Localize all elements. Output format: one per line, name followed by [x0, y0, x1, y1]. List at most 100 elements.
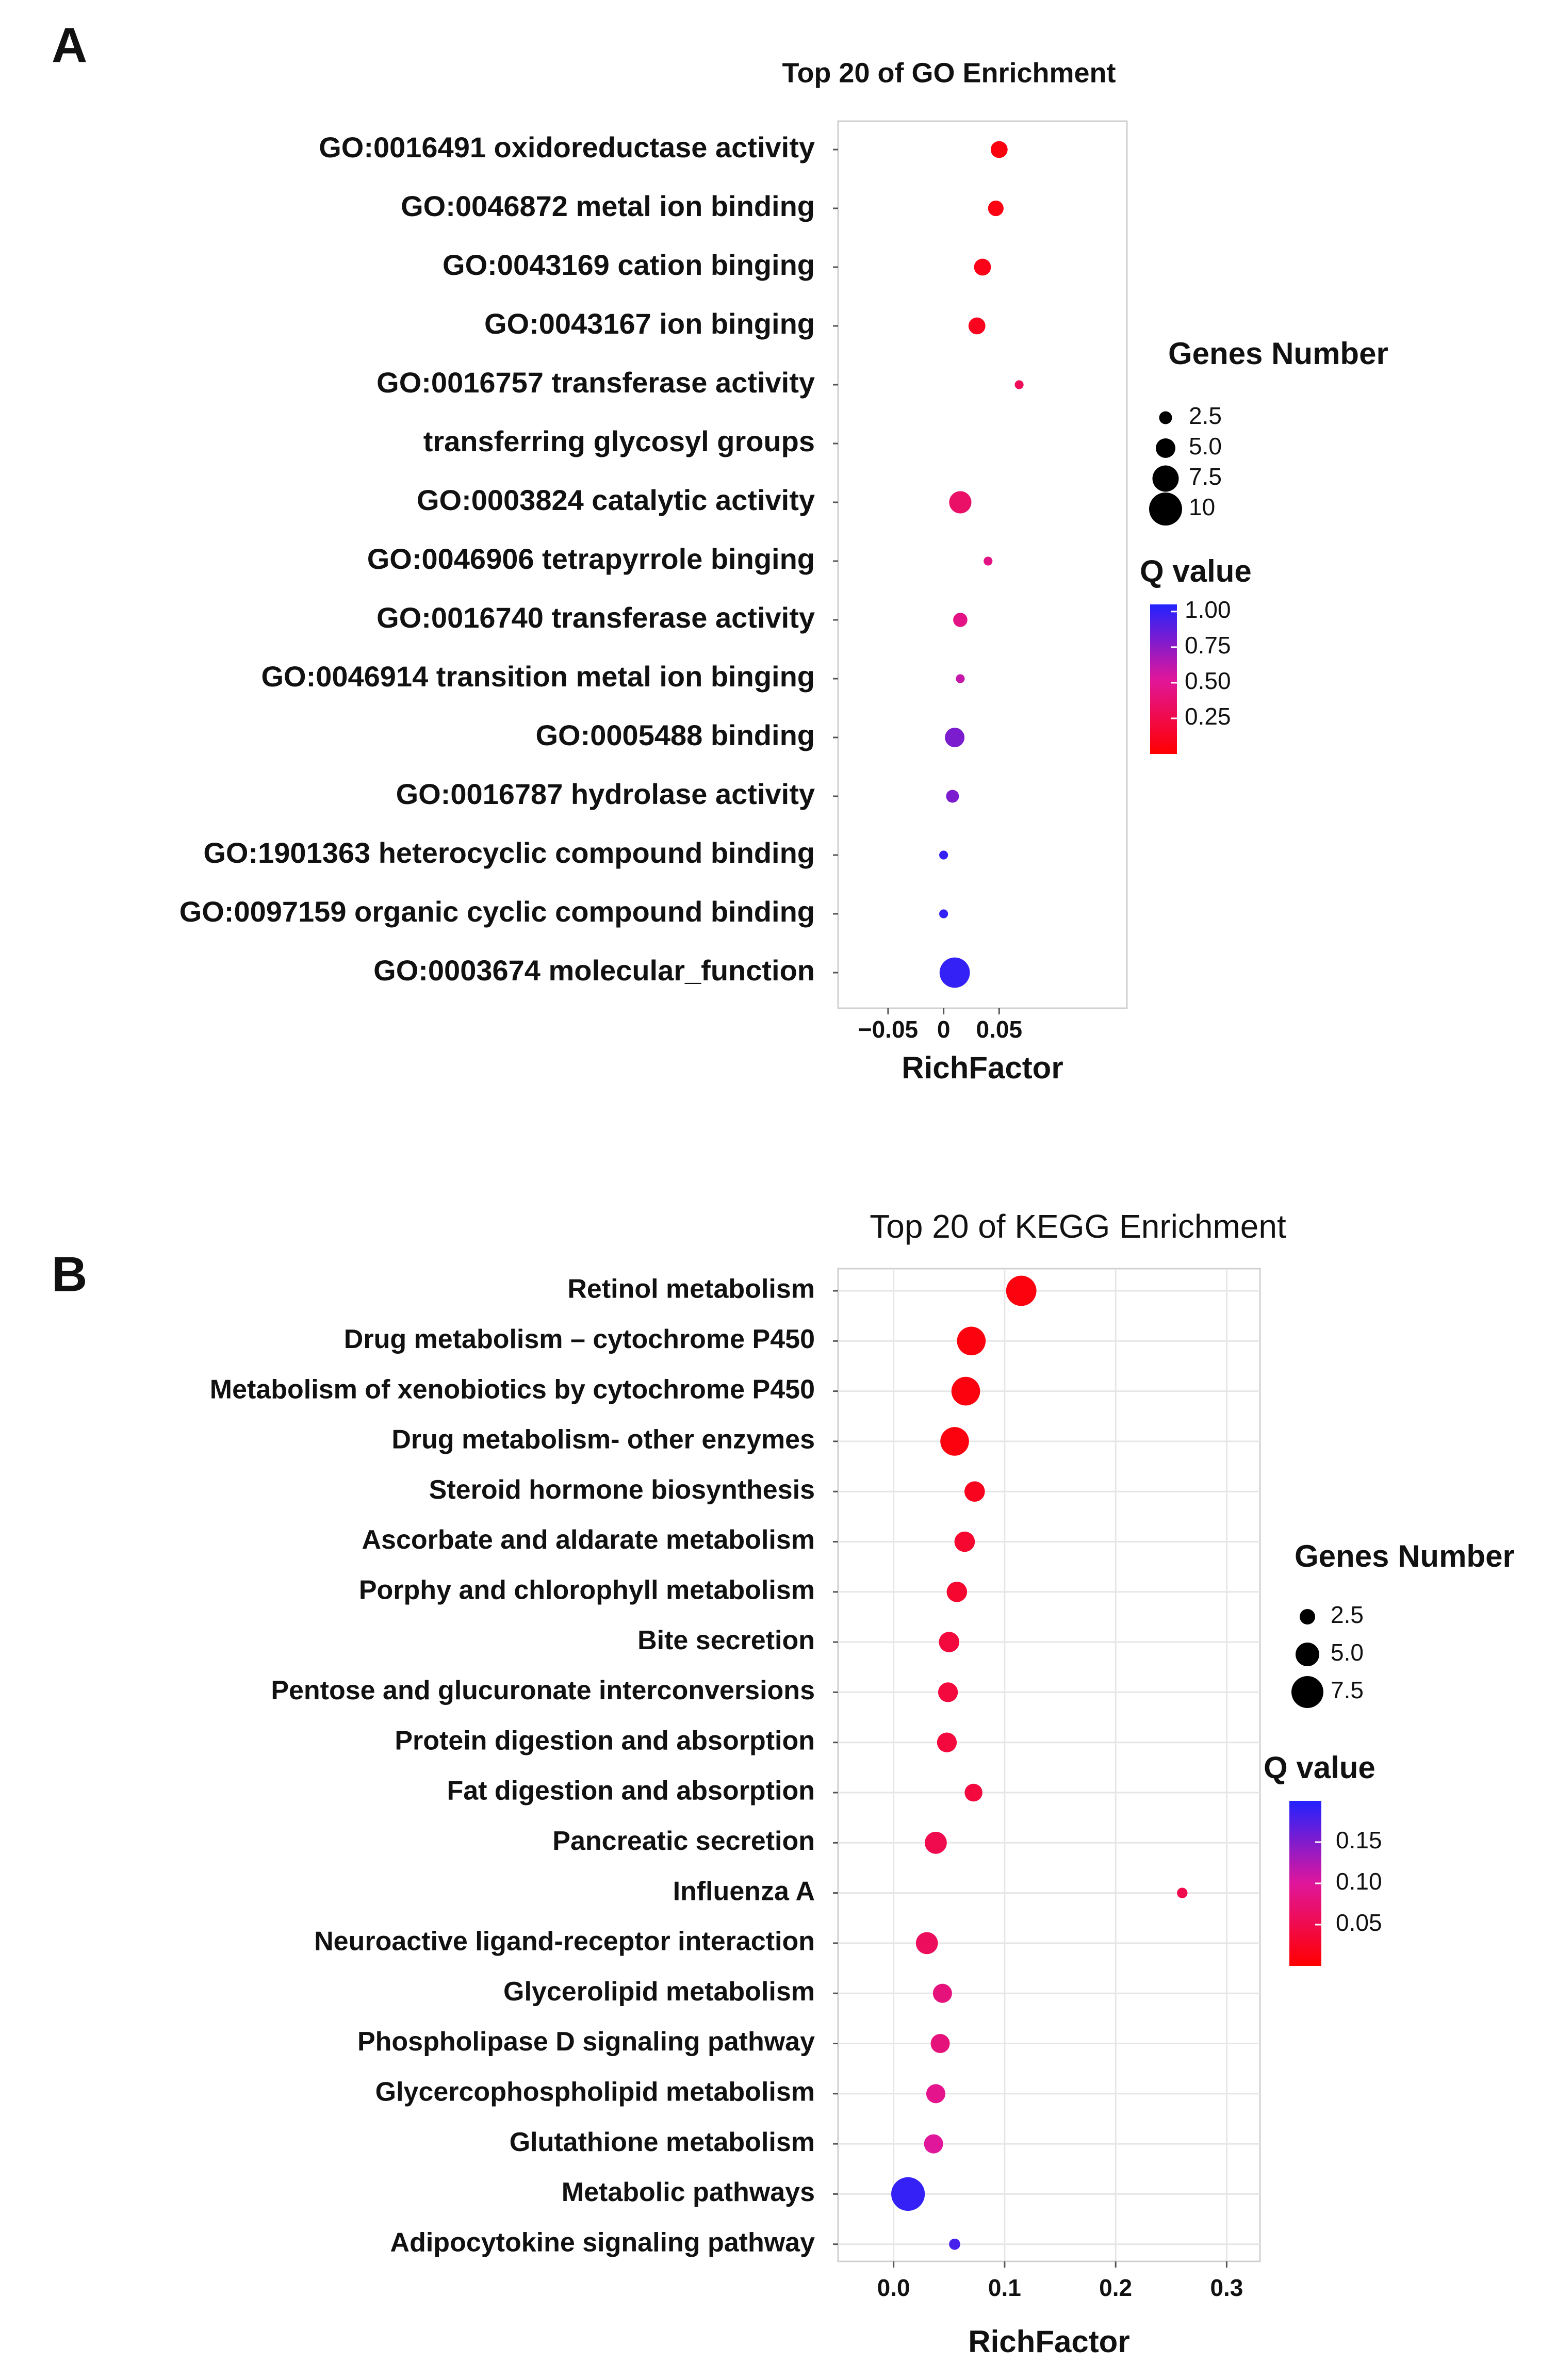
data-point	[949, 2238, 960, 2250]
size-legend-title: Genes Number	[1168, 336, 1388, 371]
data-point	[945, 728, 965, 747]
data-point	[957, 1326, 986, 1356]
data-point	[939, 909, 948, 918]
x-tick-label: −0.05	[858, 1016, 918, 1043]
color-legend-bar	[1150, 604, 1177, 754]
y-tick-label: Drug metabolism – cytochrome P450	[344, 1324, 815, 1354]
y-tick-label: GO:0003824 catalytic activity	[417, 484, 815, 516]
y-tick-label: Protein digestion and absorption	[395, 1726, 815, 1755]
chart-title: Top 20 of KEGG Enrichment	[870, 1208, 1286, 1245]
data-point	[974, 258, 991, 276]
data-point	[891, 2177, 925, 2211]
y-tick-label: GO:0097159 organic cyclic compound bindi…	[179, 895, 815, 928]
x-tick-label: 0.1	[988, 2274, 1021, 2301]
color-legend-label: 0.05	[1336, 1909, 1382, 1936]
y-tick-label: GO:0046914 transition metal ion binging	[261, 660, 815, 693]
data-point	[925, 1831, 947, 1854]
color-legend-label: 0.15	[1336, 1827, 1382, 1853]
y-tick-label: GO:0043167 ion binging	[484, 307, 815, 340]
y-tick-label: GO:0046872 metal ion binding	[401, 190, 815, 222]
size-legend-dot	[1149, 493, 1182, 526]
color-legend-label: 0.25	[1185, 703, 1231, 730]
x-tick-label: 0	[937, 1016, 951, 1043]
size-legend-label: 5.0	[1189, 433, 1222, 459]
x-axis-label: RichFactor	[902, 1051, 1063, 1085]
y-tick-label: GO:0003674 molecular_function	[373, 954, 815, 987]
data-point	[988, 200, 1004, 217]
data-point	[924, 2134, 943, 2154]
color-legend-title: Q value	[1140, 554, 1252, 588]
data-point	[984, 556, 993, 566]
size-legend-dot	[1296, 1643, 1319, 1666]
data-point	[939, 957, 970, 988]
data-point	[946, 790, 959, 803]
y-tick-label: GO:0016787 hydrolase activity	[396, 778, 815, 810]
data-point	[951, 1376, 980, 1406]
y-tick-label: GO:0016740 transferase activity	[376, 601, 815, 634]
y-tick-label: Phospholipase D signaling pathway	[357, 2027, 815, 2057]
data-point	[1014, 380, 1024, 389]
color-legend-label: 1.00	[1185, 596, 1231, 623]
y-tick-label: Pentose and glucuronate interconversions	[271, 1676, 815, 1705]
y-tick-label: Retinol metabolism	[567, 1274, 815, 1304]
data-point	[953, 613, 968, 627]
size-legend-title: Genes Number	[1295, 1539, 1515, 1573]
size-legend-label: 7.5	[1331, 1677, 1364, 1703]
y-tick-label: Influenza A	[673, 1876, 815, 1906]
y-tick-label: Glycercophospholipid metabolism	[375, 2077, 815, 2107]
y-tick-label: GO:0046906 tetrapyrrole binging	[367, 543, 815, 575]
data-point	[964, 1783, 982, 1802]
data-point	[932, 1983, 952, 2003]
color-legend-label: 0.10	[1336, 1868, 1382, 1895]
data-point	[949, 491, 972, 514]
y-tick-label: Porphy and chlorophyll metabolism	[359, 1575, 815, 1605]
y-tick-label: Glutathione metabolism	[510, 2127, 815, 2157]
data-point	[1006, 1275, 1037, 1306]
y-tick-label: GO:0016757 transferase activity	[376, 366, 815, 399]
y-tick-label: Fat digestion and absorption	[447, 1776, 815, 1806]
panel-letter: A	[52, 18, 87, 73]
size-legend-label: 2.5	[1331, 1601, 1364, 1628]
size-legend-label: 5.0	[1331, 1639, 1364, 1666]
data-point	[938, 1682, 958, 1702]
size-legend-label: 2.5	[1189, 402, 1222, 429]
size-legend-dot	[1156, 438, 1175, 458]
data-point	[940, 1427, 969, 1456]
data-point	[926, 2084, 945, 2104]
data-point	[1177, 1887, 1188, 1898]
y-tick-label: GO:0005488 binding	[536, 719, 815, 751]
data-point	[964, 1481, 985, 1502]
y-tick-label: Metabolic pathways	[562, 2177, 815, 2207]
data-point	[946, 1582, 968, 1602]
y-tick-label: Steroid hormone biosynthesis	[429, 1475, 815, 1505]
plot-area	[837, 1268, 1261, 2262]
data-point	[915, 1932, 938, 1955]
color-legend-label: 0.75	[1185, 632, 1231, 659]
size-legend-dot	[1300, 1609, 1315, 1624]
data-point	[968, 317, 986, 335]
size-legend-dot	[1291, 1676, 1323, 1708]
y-tick-label: Bite secretion	[637, 1626, 815, 1655]
y-tick-label: Adipocytokine signaling pathway	[390, 2227, 815, 2257]
color-legend-title: Q value	[1264, 1750, 1375, 1785]
plot-area	[837, 120, 1128, 1009]
panel-b: B Top 20 of KEGG Enrichment Retinol metabo…	[52, 1208, 1515, 2359]
y-tick-label: GO:0043169 cation binging	[443, 249, 815, 281]
y-tick-label: Metabolism of xenobiotics by cytochrome …	[210, 1374, 815, 1404]
panel-a: A Top 20 of GO Enrichment GO:0016491 oxido…	[52, 18, 1388, 1085]
data-point	[954, 1531, 975, 1552]
y-tick-label: transferring glycosyl groups	[423, 425, 815, 457]
y-tick-label: Ascorbate and aldarate metabolism	[362, 1525, 815, 1555]
y-tick-label: Drug metabolism- other enzymes	[391, 1425, 815, 1455]
x-tick-label: 0.2	[1099, 2274, 1132, 2301]
size-legend-label: 7.5	[1189, 463, 1222, 490]
color-legend-label: 0.50	[1185, 667, 1231, 694]
y-tick-label: Pancreatic secretion	[552, 1826, 815, 1856]
x-tick-label: 0.05	[976, 1016, 1023, 1043]
x-tick-label: 0.0	[877, 2274, 910, 2301]
y-tick-label: Neuroactive ligand-receptor interaction	[314, 1927, 815, 1957]
size-legend-dot	[1159, 411, 1172, 424]
data-point	[939, 850, 948, 860]
size-legend-label: 10	[1189, 494, 1215, 520]
